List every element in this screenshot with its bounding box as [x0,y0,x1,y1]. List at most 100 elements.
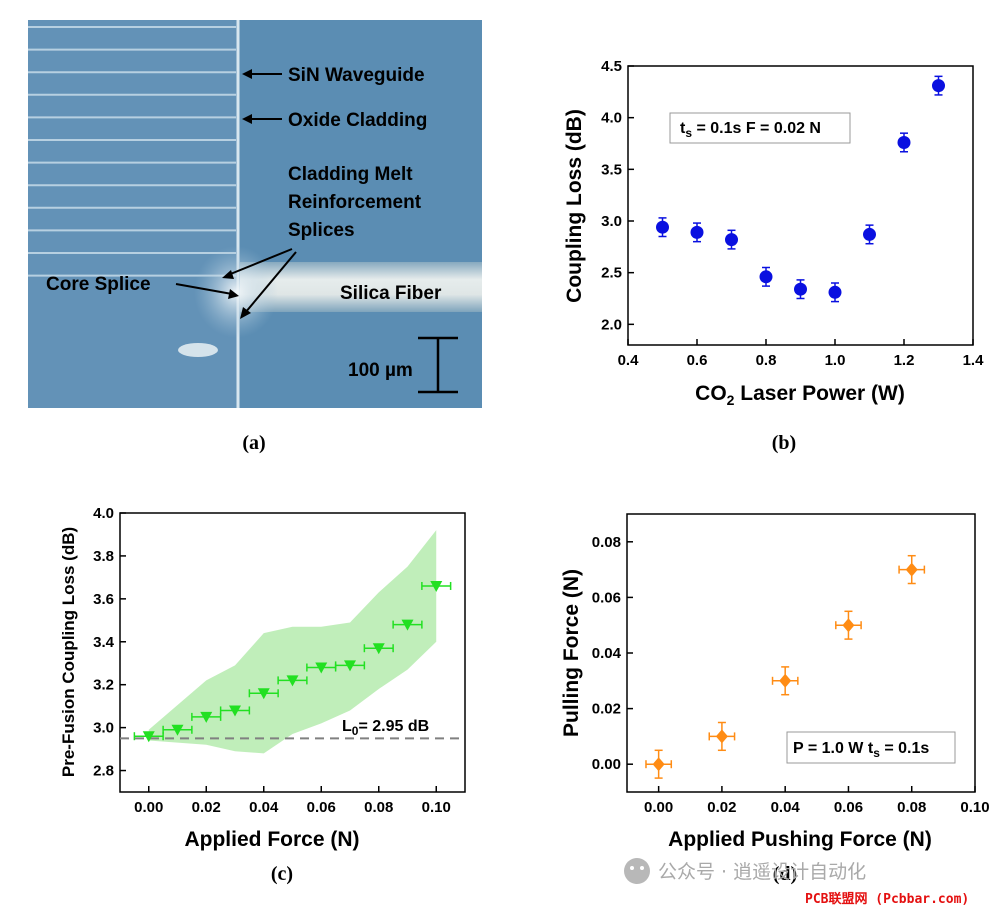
panel-c-chart: 0.00 0.02 0.04 0.06 0.08 0.10 2.8 3.0 3.2 3.4 3.6… [59,505,466,885]
data-point [142,731,155,743]
data-points-c [133,580,452,743]
x-tick-label: 0.8 [756,352,777,369]
cladding-label: Oxide Cladding [288,110,427,131]
confidence-band-c [148,530,437,754]
data-point [932,79,945,93]
y-ticks-c: 2.8 3.0 3.2 3.4 3.6 3.8 4.0 [93,505,126,780]
y-tick-label: 0.02 [592,701,621,718]
y-tick-label: 4.0 [93,505,114,522]
melt-label-line2: Reinforcement [288,192,422,213]
x-tick-label: 0.02 [192,799,221,816]
y-tick-label: 3.8 [93,548,114,565]
x-tick-label: 1.0 [825,352,846,369]
y-tick-label: 3.2 [93,677,114,694]
data-point [759,270,773,284]
y-ticks-b: 2.0 2.5 3.0 3.5 4.0 4.5 [601,58,634,333]
annotation-text-d: P = 1.0 W ts = 0.1s [793,740,929,760]
y-axis-title-d: Pulling Force (N) [560,569,583,737]
core-splice-arrow-head [228,289,239,299]
y-axis-title-c: Pre-Fusion Coupling Loss (dB) [59,527,78,777]
data-point [905,562,918,577]
watermark: 公众号 · 逍遥设计自动化 PCB联盟网 (Pcbbar.com) [624,858,1001,908]
x-tick-label: 0.6 [687,352,708,369]
plot-frame-c [119,512,466,793]
x-tick-label: 1.2 [894,352,915,369]
core-splice-arrow [175,283,233,295]
watermark-site: PCB联盟网 (Pcbbar.com) [805,891,969,907]
annotation-text-b: ts = 0.1s F = 0.02 N [680,120,821,140]
splice-glow [194,246,278,338]
scale-bar-label: 100 µm [348,360,413,381]
x-tick-label: 1.4 [963,352,985,369]
melt-arrow-1 [227,248,293,276]
y-tick-label: 3.4 [93,634,115,651]
watermark-site-bg [801,888,1001,908]
cladding-arrow-head [242,114,252,124]
x-tick-label: 0.10 [960,799,989,816]
data-point [725,233,738,247]
x-tick-label: 0.08 [897,799,926,816]
x-axis-title-d: Applied Pushing Force (N) [668,828,932,851]
x-ticks-b: 0.4 0.6 0.8 1.0 1.2 1.4 [618,339,985,369]
y-tick-label: 3.0 [93,720,114,737]
y-tick-label: 2.8 [93,763,114,780]
wechat-icon-eye-left [630,866,634,870]
melt-droplet [178,343,218,357]
melt-arrow-2-head [240,307,251,319]
data-point [315,662,328,674]
y-tick-label: 4.0 [601,110,622,127]
x-ticks-c: 0.00 0.02 0.04 0.06 0.08 0.10 [134,786,451,816]
data-point [286,675,299,687]
x-tick-label: 0.04 [249,799,279,816]
core-splice-label: Core Splice [46,274,151,295]
melt-arrow-1-head [222,270,234,279]
y-tick-label: 0.00 [592,756,621,773]
data-point [257,688,270,700]
data-point [656,220,669,234]
panel-c-label: (c) [271,863,293,885]
data-point [229,705,241,717]
data-point [652,757,665,772]
data-point [344,660,356,672]
data-point [715,729,728,744]
panel-b-chart: 0.4 0.6 0.8 1.0 1.2 1.4 2.0 2.5 3.0 3.5 4.0 4.5 CO… [563,58,984,454]
melt-label-line1: Cladding Melt [288,164,413,185]
annotation-box-b [669,112,851,144]
silica-fiber-label: Silica Fiber [340,283,442,304]
x-ticks-d: 0.00 0.02 0.04 0.06 0.08 0.10 [644,786,990,816]
y-tick-label: 3.0 [601,213,622,230]
data-point [200,711,213,723]
x-axis-title-b: CO2 Laser Power (W) [695,382,905,408]
data-point [794,282,807,296]
wechat-icon [624,858,650,884]
x-tick-label: 0.08 [364,799,393,816]
data-point [171,724,184,736]
data-points-d [645,554,926,779]
data-point [863,227,876,241]
panel-d-label: (d) [773,863,797,885]
waveguide-label: SiN Waveguide [288,65,425,86]
data-point [401,619,414,631]
data-point [430,580,443,592]
data-point [372,643,385,655]
y-ticks-d: 0.00 0.02 0.04 0.06 0.08 [592,534,633,773]
x-tick-label: 0.02 [707,799,736,816]
waveguide-arrow-head [242,69,252,79]
y-tick-label: 2.5 [601,265,622,282]
x-axis-title-c: Applied Force (N) [184,828,359,851]
confidence-band [148,530,437,754]
panel-b-label: (b) [772,432,796,454]
y-tick-label: 4.5 [601,58,622,75]
x-tick-label: 0.04 [771,799,801,816]
y-axis-title-b: Coupling Loss (dB) [563,109,586,303]
x-tick-label: 0.10 [422,799,451,816]
data-point [842,618,855,633]
wechat-icon-eye-right [640,866,644,870]
y-tick-label: 0.04 [592,645,622,662]
x-tick-label: 0.00 [134,799,163,816]
x-tick-label: 0.06 [834,799,863,816]
y-tick-label: 3.6 [93,591,114,608]
reference-label-c: L0= 2.95 dB [342,718,429,738]
y-tick-label: 3.5 [601,161,622,178]
